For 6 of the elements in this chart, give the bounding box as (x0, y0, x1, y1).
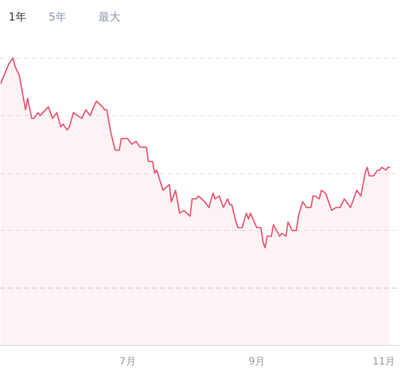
x-tick-label: 7月 (119, 356, 136, 368)
text: 5年 (48, 10, 66, 24)
x-tick-label: 11月 (372, 356, 396, 368)
x-tick-label: 9月 (248, 356, 265, 368)
text: 最大 (98, 10, 120, 24)
text: 1年 (8, 10, 26, 24)
